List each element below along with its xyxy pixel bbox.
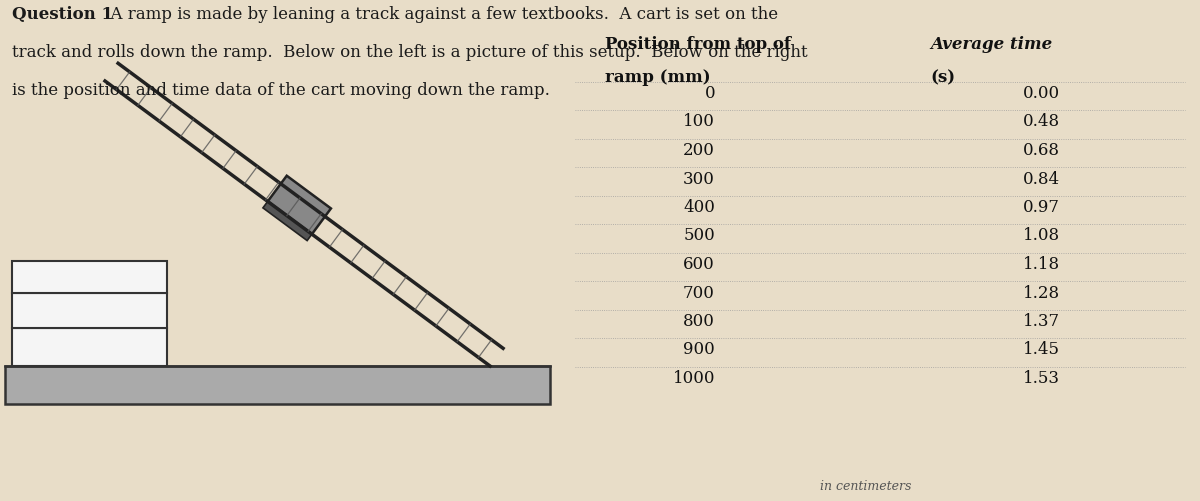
Text: (s): (s) <box>930 69 955 86</box>
Text: A ramp is made by leaning a track against a few textbooks.  A cart is set on the: A ramp is made by leaning a track agains… <box>100 6 778 23</box>
Bar <box>12 293 167 328</box>
Text: Average time: Average time <box>930 36 1052 53</box>
Bar <box>5 366 550 404</box>
Text: 1.28: 1.28 <box>1022 285 1060 302</box>
Polygon shape <box>268 176 331 234</box>
Bar <box>12 261 167 293</box>
Text: Question 1: Question 1 <box>12 6 113 23</box>
Text: in centimeters: in centimeters <box>820 480 911 493</box>
Text: Position from top of: Position from top of <box>605 36 791 53</box>
Text: 200: 200 <box>683 142 715 159</box>
Text: 500: 500 <box>683 227 715 244</box>
Text: 300: 300 <box>683 170 715 187</box>
Text: 900: 900 <box>683 342 715 359</box>
Text: is the position and time data of the cart moving down the ramp.: is the position and time data of the car… <box>12 82 550 99</box>
Text: 400: 400 <box>683 199 715 216</box>
Text: 1.18: 1.18 <box>1022 256 1060 273</box>
Text: ramp (mm): ramp (mm) <box>605 69 710 86</box>
Text: 0.48: 0.48 <box>1022 114 1060 130</box>
Text: 1000: 1000 <box>672 370 715 387</box>
Polygon shape <box>263 201 312 240</box>
Text: 0.84: 0.84 <box>1022 170 1060 187</box>
Text: 600: 600 <box>683 256 715 273</box>
Text: 1.53: 1.53 <box>1024 370 1060 387</box>
Text: 0.68: 0.68 <box>1024 142 1060 159</box>
Text: 1.45: 1.45 <box>1024 342 1060 359</box>
Text: 800: 800 <box>683 313 715 330</box>
Bar <box>12 328 167 366</box>
Text: 1.08: 1.08 <box>1022 227 1060 244</box>
Text: 0: 0 <box>704 85 715 102</box>
Text: 0.97: 0.97 <box>1024 199 1060 216</box>
Text: track and rolls down the ramp.  Below on the left is a picture of this setup.  B: track and rolls down the ramp. Below on … <box>12 44 808 61</box>
Text: 1.37: 1.37 <box>1022 313 1060 330</box>
Text: 700: 700 <box>683 285 715 302</box>
Text: 100: 100 <box>683 114 715 130</box>
Text: 0.00: 0.00 <box>1022 85 1060 102</box>
